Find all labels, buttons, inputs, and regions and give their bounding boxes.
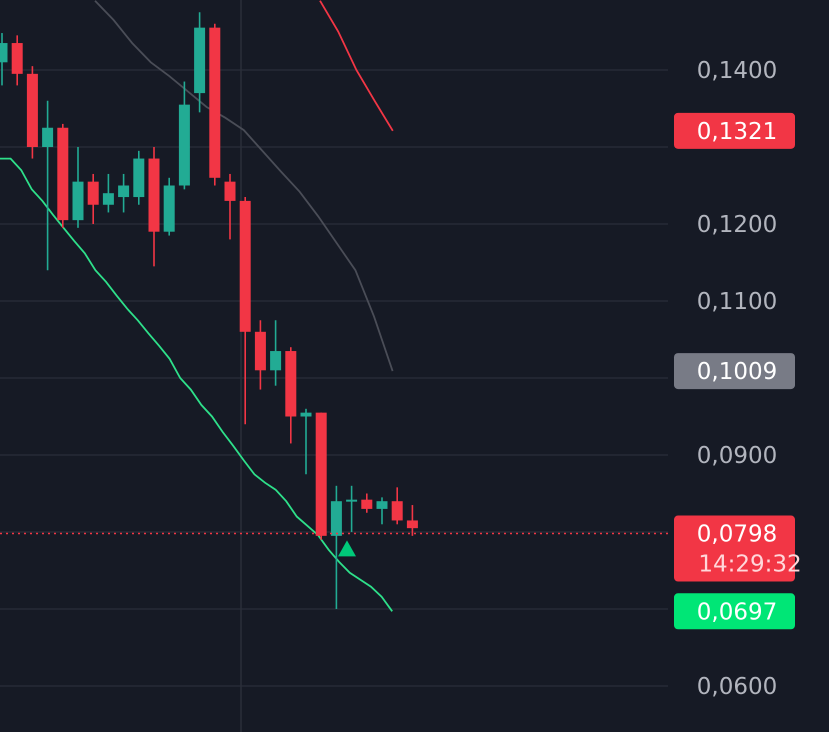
y-tick-label: 0,1200 [697, 212, 777, 238]
price-label-value: 0,1009 [697, 359, 777, 385]
candle-body [178, 104, 190, 186]
price-label-badge [674, 593, 795, 630]
candle-body [102, 193, 114, 205]
candle-body [391, 501, 403, 521]
ma-red-line [319, 0, 394, 132]
candle-body [209, 27, 221, 178]
price-label-value: 0,0697 [697, 599, 777, 625]
candle-body [133, 158, 145, 198]
candle-body [254, 331, 266, 371]
price-label-badge [674, 515, 795, 582]
candle-body [148, 158, 160, 232]
candle-body [239, 200, 251, 332]
price-label-value: 0,0798 [697, 522, 777, 548]
buy-signal-icon [338, 540, 356, 557]
y-tick-label: 0,0600 [697, 674, 777, 700]
candle-body [330, 501, 342, 536]
candle-body [270, 351, 282, 371]
candle-body [26, 73, 38, 147]
candle-body [361, 499, 373, 509]
y-axis: 0,1400 0,1200 0,1100 0,0900 0,0600 [697, 58, 777, 700]
candle-body [11, 43, 23, 74]
price-label-badge [674, 112, 795, 149]
price-label-value: 0,1321 [697, 119, 777, 145]
ma-fast-line [0, 157, 393, 612]
candle-body [406, 520, 418, 529]
candlestick-series [0, 12, 418, 609]
candle-body [87, 181, 99, 205]
candle-body [346, 499, 358, 502]
moving-averages [0, 0, 394, 612]
countdown-timer: 14:29:32 [698, 552, 801, 578]
ma-slow-line [94, 0, 394, 372]
candle-body [300, 412, 312, 417]
candle-body [42, 127, 54, 147]
candle-body [285, 351, 297, 417]
candle-body [57, 127, 69, 221]
y-tick-label: 0,1400 [697, 58, 777, 84]
candle-body [376, 501, 388, 509]
y-tick-label: 0,0900 [697, 443, 777, 469]
y-tick-label: 0,1100 [697, 289, 777, 315]
price-label-badge [674, 353, 795, 390]
candle-body [0, 43, 8, 63]
candle-body [72, 181, 84, 221]
candle-body [118, 185, 130, 198]
candle-body [315, 412, 327, 536]
grid-lines [0, 69, 668, 687]
candle-body [224, 181, 236, 201]
candle-body [163, 185, 175, 232]
price-labels: 0,1321 0,1009 0,0798 14:29:32 0,0697 [674, 112, 802, 630]
candle-body [194, 27, 206, 94]
